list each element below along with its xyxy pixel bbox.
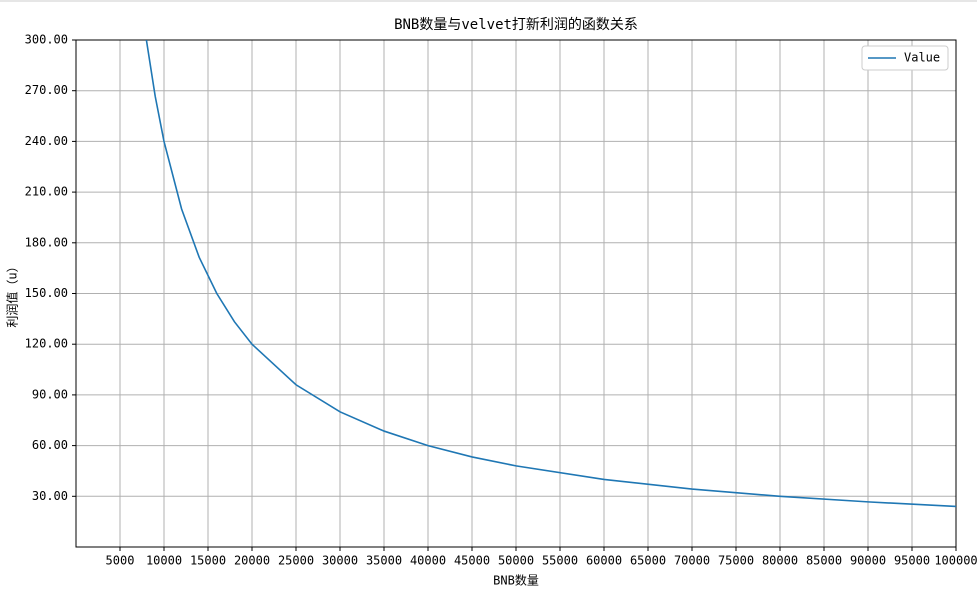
x-tick-label: 30000 xyxy=(322,554,358,568)
y-tick-label: 180.00 xyxy=(25,235,68,249)
x-tick-label: 95000 xyxy=(894,554,930,568)
y-tick-label: 210.00 xyxy=(25,185,68,199)
x-tick-label: 65000 xyxy=(630,554,666,568)
x-tick-label: 50000 xyxy=(498,554,534,568)
x-tick-label: 55000 xyxy=(542,554,578,568)
x-tick-label: 45000 xyxy=(454,554,490,568)
x-tick-label: 80000 xyxy=(762,554,798,568)
x-tick-label: 85000 xyxy=(806,554,842,568)
y-tick-label: 120.00 xyxy=(25,337,68,351)
x-tick-label: 15000 xyxy=(190,554,226,568)
x-tick-label: 5000 xyxy=(106,554,135,568)
y-tick-label: 30.00 xyxy=(32,489,68,503)
y-tick-label: 240.00 xyxy=(25,134,68,148)
x-tick-label: 60000 xyxy=(586,554,622,568)
plot-frame xyxy=(75,39,957,548)
x-tick-label: 40000 xyxy=(410,554,446,568)
y-axis-label: 利润值（u） xyxy=(5,260,20,327)
chart-title: BNB数量与velvet打新利润的函数关系 xyxy=(394,16,638,33)
x-tick-label: 35000 xyxy=(366,554,402,568)
y-tick-label: 150.00 xyxy=(25,286,68,300)
x-tick-label: 10000 xyxy=(146,554,182,568)
x-tick-label: 70000 xyxy=(674,554,710,568)
x-tick-label: 25000 xyxy=(278,554,314,568)
legend-box xyxy=(861,45,949,71)
x-tick-label: 20000 xyxy=(234,554,270,568)
y-tick-label: 60.00 xyxy=(32,438,68,452)
y-tick-label: 90.00 xyxy=(32,387,68,401)
legend-label: Value xyxy=(904,51,940,65)
x-tick-label: 90000 xyxy=(850,554,886,568)
x-axis-label: BNB数量 xyxy=(493,573,539,588)
y-tick-label: 270.00 xyxy=(25,83,68,97)
line-series xyxy=(145,40,956,508)
y-tick-label: 300.00 xyxy=(25,33,68,47)
x-tick-label: 75000 xyxy=(718,554,754,568)
x-tick-label: 100000 xyxy=(934,554,977,568)
